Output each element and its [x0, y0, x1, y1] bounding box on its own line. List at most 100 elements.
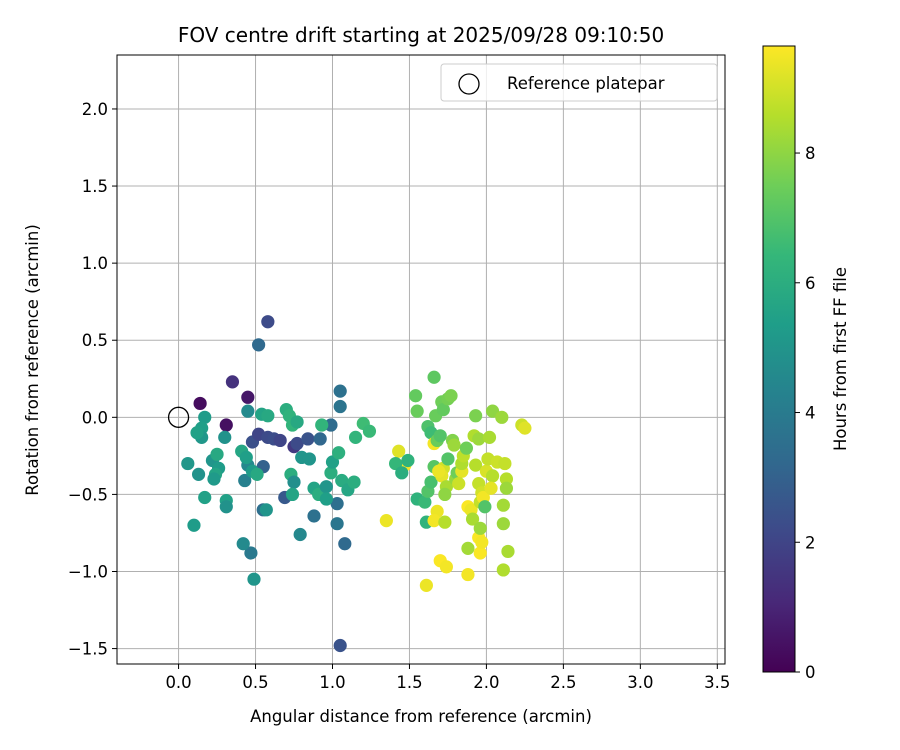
data-point [210, 447, 224, 461]
data-point [241, 404, 255, 418]
data-point [484, 481, 498, 495]
data-point [469, 409, 483, 423]
legend-reference-marker-icon [458, 73, 480, 95]
data-point [330, 497, 344, 511]
colorbar-tick-label: 8 [805, 144, 816, 163]
data-point [324, 418, 338, 432]
y-axis-label: Rotation from reference (arcmin) [23, 224, 42, 496]
data-point [379, 514, 393, 528]
data-point [219, 500, 233, 514]
data-point [499, 481, 514, 495]
data-point [338, 537, 352, 551]
data-point [432, 464, 446, 478]
data-point [392, 444, 406, 458]
data-point [496, 517, 510, 531]
data-point [207, 472, 221, 486]
data-point [482, 430, 497, 444]
data-point [452, 477, 466, 491]
y-tick-label: 0.5 [82, 331, 108, 350]
data-point [181, 456, 195, 471]
plot-frame [116, 54, 726, 665]
chart-title: FOV centre drift starting at 2025/09/28 … [178, 23, 664, 47]
data-point [478, 500, 492, 514]
data-point [273, 433, 287, 448]
data-point [333, 638, 347, 653]
legend: Reference platepar [440, 63, 718, 102]
data-point [325, 455, 340, 469]
data-point [259, 503, 273, 517]
x-tick-label: 3.0 [627, 673, 653, 692]
legend-entry-reference-platepar: Reference platepar [507, 74, 665, 93]
data-point [239, 450, 253, 465]
data-point [285, 487, 300, 502]
data-point [427, 514, 441, 528]
data-point [218, 430, 232, 444]
data-point [252, 338, 266, 352]
data-point [473, 521, 487, 535]
data-point [225, 375, 240, 389]
data-point [475, 535, 489, 549]
data-point [389, 456, 403, 471]
data-point [198, 490, 212, 505]
x-tick-label: 1.0 [319, 673, 345, 692]
x-tick-label: 0.0 [165, 673, 191, 692]
data-point [287, 475, 301, 489]
data-point [461, 541, 475, 555]
data-point [395, 466, 409, 480]
data-point [330, 517, 344, 531]
y-tick-label: −1.5 [68, 640, 108, 659]
data-point [427, 370, 441, 384]
data-point [441, 452, 455, 466]
data-point [324, 466, 338, 480]
data-point [238, 473, 252, 488]
data-point [401, 453, 415, 468]
data-point [461, 567, 475, 582]
data-point [424, 475, 438, 489]
data-point [247, 572, 261, 586]
colorbar-tick-label: 4 [805, 404, 816, 423]
data-point [438, 487, 452, 502]
data-point [193, 396, 207, 411]
y-tick-label: 2.0 [82, 100, 108, 119]
data-point [302, 452, 317, 466]
x-axis-ticks: 0.0 0.5 1.0 1.5 2.0 2.5 3.0 3.5 [165, 664, 730, 692]
data-point [472, 432, 486, 446]
y-tick-label: 1.0 [82, 254, 108, 273]
data-point [439, 560, 453, 574]
data-points [181, 315, 532, 653]
data-point [362, 424, 377, 438]
colorbar-tick-label: 0 [805, 663, 816, 682]
data-point [261, 315, 275, 329]
grid [117, 55, 725, 664]
data-point [198, 410, 212, 424]
data-point [187, 518, 201, 532]
y-tick-label: 0.0 [82, 408, 108, 427]
colorbar-tick-label: 6 [805, 274, 816, 293]
data-point [333, 384, 347, 398]
y-tick-label: 1.5 [82, 177, 108, 196]
data-point [319, 480, 333, 494]
data-point [473, 546, 487, 560]
data-point [459, 441, 474, 455]
data-point [293, 527, 307, 542]
data-point [241, 390, 255, 404]
x-tick-label: 3.5 [704, 673, 730, 692]
data-point [444, 389, 458, 403]
data-point [290, 436, 304, 451]
data-point [313, 432, 327, 446]
colorbar-ticks: 0 2 4 6 8 [795, 144, 816, 682]
data-point [518, 421, 532, 435]
reference-platepar-marker [167, 406, 190, 428]
colorbar [762, 45, 796, 673]
data-point [410, 404, 424, 418]
x-tick-label: 1.5 [396, 673, 422, 692]
data-point [347, 475, 361, 489]
data-point [485, 469, 500, 483]
x-axis-label: Angular distance from reference (arcmin) [250, 707, 592, 726]
x-tick-label: 2.0 [473, 673, 499, 692]
colorbar-tick-label: 2 [805, 533, 816, 552]
data-point [436, 403, 450, 417]
data-point [319, 492, 333, 506]
data-point [409, 389, 423, 403]
